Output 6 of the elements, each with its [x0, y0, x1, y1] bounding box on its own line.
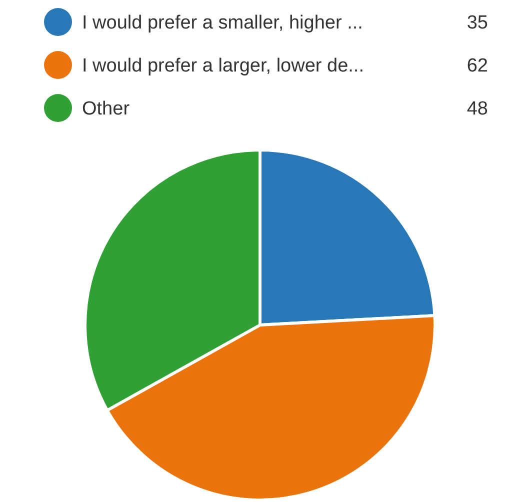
data-label: 62: [466, 56, 488, 77]
legend-label: I would prefer a larger, lower de...: [82, 56, 364, 77]
legend-label: Other: [82, 98, 130, 120]
data-label: 35: [466, 12, 488, 34]
legend-label: I would prefer a smaller, higher ...: [82, 12, 363, 34]
data-label: 48: [466, 98, 488, 120]
